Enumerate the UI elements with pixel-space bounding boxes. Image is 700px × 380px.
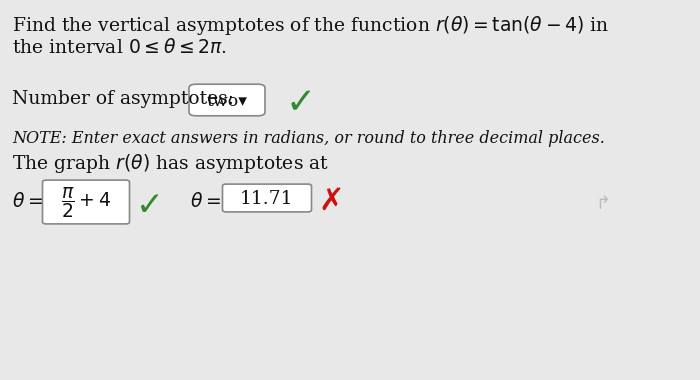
FancyBboxPatch shape: [43, 180, 130, 224]
Text: ✗: ✗: [318, 187, 344, 215]
Text: NOTE: Enter exact answers in radians, or round to three decimal places.: NOTE: Enter exact answers in radians, or…: [12, 130, 605, 147]
Text: 11.71: 11.71: [240, 190, 294, 208]
Text: $\theta =$: $\theta =$: [190, 192, 221, 211]
FancyBboxPatch shape: [223, 184, 312, 212]
Text: ✓: ✓: [136, 188, 164, 222]
Text: ✓: ✓: [286, 86, 316, 120]
Text: Number of asymptotes:: Number of asymptotes:: [12, 90, 234, 108]
FancyBboxPatch shape: [189, 84, 265, 116]
Text: the interval $0 \leq \theta \leq 2\pi$.: the interval $0 \leq \theta \leq 2\pi$.: [12, 38, 227, 57]
Text: Find the vertical asymptotes of the function $r(\theta) = \tan(\theta - 4)$ in: Find the vertical asymptotes of the func…: [12, 14, 609, 37]
Text: $\theta =$: $\theta =$: [12, 192, 43, 211]
Text: $\dfrac{\pi}{2}+4$: $\dfrac{\pi}{2}+4$: [61, 185, 111, 220]
Text: The graph $r(\theta)$ has asymptotes at: The graph $r(\theta)$ has asymptotes at: [12, 152, 329, 175]
Text: ↱: ↱: [595, 195, 610, 213]
Text: two▾: two▾: [206, 92, 248, 109]
